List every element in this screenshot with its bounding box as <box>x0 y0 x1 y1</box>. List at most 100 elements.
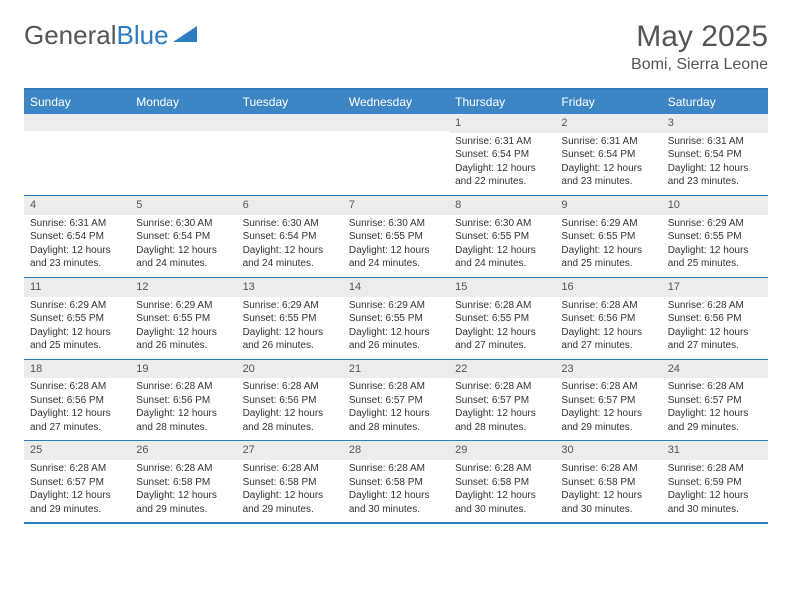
calendar-cell: 21Sunrise: 6:28 AMSunset: 6:57 PMDayligh… <box>343 359 449 441</box>
sunrise-line: Sunrise: 6:30 AM <box>455 217 549 231</box>
calendar-cell: 19Sunrise: 6:28 AMSunset: 6:56 PMDayligh… <box>130 359 236 441</box>
sunset-line: Sunset: 6:58 PM <box>243 476 337 490</box>
day-info: Sunrise: 6:30 AMSunset: 6:54 PMDaylight:… <box>130 215 236 277</box>
sunset-line: Sunset: 6:57 PM <box>349 394 443 408</box>
day-info: Sunrise: 6:31 AMSunset: 6:54 PMDaylight:… <box>24 215 130 277</box>
sunrise-line: Sunrise: 6:30 AM <box>136 217 230 231</box>
calendar-cell: 2Sunrise: 6:31 AMSunset: 6:54 PMDaylight… <box>555 114 661 195</box>
day-number: 24 <box>662 360 768 379</box>
day-info: Sunrise: 6:29 AMSunset: 6:55 PMDaylight:… <box>662 215 768 277</box>
sunrise-line: Sunrise: 6:28 AM <box>455 299 549 313</box>
calendar-cell: 6Sunrise: 6:30 AMSunset: 6:54 PMDaylight… <box>237 195 343 277</box>
weekday-header: Sunday <box>24 89 130 114</box>
daylight-line: Daylight: 12 hours and 29 minutes. <box>136 489 230 516</box>
daylight-line: Daylight: 12 hours and 22 minutes. <box>455 162 549 189</box>
sunrise-line: Sunrise: 6:29 AM <box>30 299 124 313</box>
daylight-line: Daylight: 12 hours and 30 minutes. <box>349 489 443 516</box>
daylight-line: Daylight: 12 hours and 29 minutes. <box>561 407 655 434</box>
sunset-line: Sunset: 6:54 PM <box>243 230 337 244</box>
sunrise-line: Sunrise: 6:29 AM <box>243 299 337 313</box>
sunrise-line: Sunrise: 6:31 AM <box>30 217 124 231</box>
sunset-line: Sunset: 6:58 PM <box>349 476 443 490</box>
day-info: Sunrise: 6:28 AMSunset: 6:58 PMDaylight:… <box>343 460 449 522</box>
calendar-cell: 4Sunrise: 6:31 AMSunset: 6:54 PMDaylight… <box>24 195 130 277</box>
empty-day <box>343 114 449 131</box>
day-info: Sunrise: 6:31 AMSunset: 6:54 PMDaylight:… <box>662 133 768 195</box>
calendar-cell: 23Sunrise: 6:28 AMSunset: 6:57 PMDayligh… <box>555 359 661 441</box>
calendar-cell: 22Sunrise: 6:28 AMSunset: 6:57 PMDayligh… <box>449 359 555 441</box>
day-info: Sunrise: 6:28 AMSunset: 6:57 PMDaylight:… <box>662 378 768 440</box>
day-info: Sunrise: 6:31 AMSunset: 6:54 PMDaylight:… <box>449 133 555 195</box>
sunrise-line: Sunrise: 6:31 AM <box>668 135 762 149</box>
calendar-cell <box>24 114 130 195</box>
calendar-cell: 13Sunrise: 6:29 AMSunset: 6:55 PMDayligh… <box>237 277 343 359</box>
day-info: Sunrise: 6:29 AMSunset: 6:55 PMDaylight:… <box>130 297 236 359</box>
location: Bomi, Sierra Leone <box>631 56 768 74</box>
calendar-cell: 5Sunrise: 6:30 AMSunset: 6:54 PMDaylight… <box>130 195 236 277</box>
day-number: 20 <box>237 360 343 379</box>
day-number: 29 <box>449 441 555 460</box>
sunset-line: Sunset: 6:57 PM <box>30 476 124 490</box>
daylight-line: Daylight: 12 hours and 24 minutes. <box>349 244 443 271</box>
daylight-line: Daylight: 12 hours and 26 minutes. <box>136 326 230 353</box>
sunset-line: Sunset: 6:54 PM <box>30 230 124 244</box>
day-number: 14 <box>343 278 449 297</box>
sunrise-line: Sunrise: 6:28 AM <box>136 380 230 394</box>
sunrise-line: Sunrise: 6:28 AM <box>561 380 655 394</box>
sunset-line: Sunset: 6:58 PM <box>136 476 230 490</box>
sunrise-line: Sunrise: 6:28 AM <box>243 462 337 476</box>
sunset-line: Sunset: 6:55 PM <box>136 312 230 326</box>
sunset-line: Sunset: 6:55 PM <box>243 312 337 326</box>
day-number: 6 <box>237 196 343 215</box>
day-number: 15 <box>449 278 555 297</box>
daylight-line: Daylight: 12 hours and 28 minutes. <box>243 407 337 434</box>
calendar-cell: 10Sunrise: 6:29 AMSunset: 6:55 PMDayligh… <box>662 195 768 277</box>
sunrise-line: Sunrise: 6:28 AM <box>455 462 549 476</box>
day-info: Sunrise: 6:28 AMSunset: 6:55 PMDaylight:… <box>449 297 555 359</box>
calendar-cell: 11Sunrise: 6:29 AMSunset: 6:55 PMDayligh… <box>24 277 130 359</box>
calendar-cell: 3Sunrise: 6:31 AMSunset: 6:54 PMDaylight… <box>662 114 768 195</box>
day-number: 30 <box>555 441 661 460</box>
calendar-cell: 30Sunrise: 6:28 AMSunset: 6:58 PMDayligh… <box>555 441 661 523</box>
weekday-header: Thursday <box>449 89 555 114</box>
daylight-line: Daylight: 12 hours and 25 minutes. <box>30 326 124 353</box>
calendar-cell <box>130 114 236 195</box>
calendar-row: 18Sunrise: 6:28 AMSunset: 6:56 PMDayligh… <box>24 359 768 441</box>
daylight-line: Daylight: 12 hours and 29 minutes. <box>30 489 124 516</box>
sunset-line: Sunset: 6:55 PM <box>455 312 549 326</box>
day-info: Sunrise: 6:28 AMSunset: 6:56 PMDaylight:… <box>130 378 236 440</box>
sunrise-line: Sunrise: 6:28 AM <box>349 462 443 476</box>
daylight-line: Daylight: 12 hours and 29 minutes. <box>243 489 337 516</box>
sunrise-line: Sunrise: 6:31 AM <box>455 135 549 149</box>
sunset-line: Sunset: 6:56 PM <box>243 394 337 408</box>
daylight-line: Daylight: 12 hours and 27 minutes. <box>455 326 549 353</box>
weekday-header-row: Sunday Monday Tuesday Wednesday Thursday… <box>24 89 768 114</box>
sunset-line: Sunset: 6:55 PM <box>30 312 124 326</box>
daylight-line: Daylight: 12 hours and 24 minutes. <box>455 244 549 271</box>
calendar-row: 25Sunrise: 6:28 AMSunset: 6:57 PMDayligh… <box>24 441 768 523</box>
sunrise-line: Sunrise: 6:28 AM <box>30 380 124 394</box>
daylight-line: Daylight: 12 hours and 30 minutes. <box>668 489 762 516</box>
calendar-cell: 14Sunrise: 6:29 AMSunset: 6:55 PMDayligh… <box>343 277 449 359</box>
weekday-header: Saturday <box>662 89 768 114</box>
daylight-line: Daylight: 12 hours and 29 minutes. <box>668 407 762 434</box>
calendar-table: Sunday Monday Tuesday Wednesday Thursday… <box>24 88 768 524</box>
calendar-cell: 31Sunrise: 6:28 AMSunset: 6:59 PMDayligh… <box>662 441 768 523</box>
sunrise-line: Sunrise: 6:29 AM <box>136 299 230 313</box>
daylight-line: Daylight: 12 hours and 23 minutes. <box>561 162 655 189</box>
sunrise-line: Sunrise: 6:31 AM <box>561 135 655 149</box>
day-number: 5 <box>130 196 236 215</box>
daylight-line: Daylight: 12 hours and 30 minutes. <box>455 489 549 516</box>
day-number: 17 <box>662 278 768 297</box>
day-info: Sunrise: 6:28 AMSunset: 6:57 PMDaylight:… <box>24 460 130 522</box>
sunset-line: Sunset: 6:55 PM <box>455 230 549 244</box>
sunrise-line: Sunrise: 6:28 AM <box>668 299 762 313</box>
sunrise-line: Sunrise: 6:29 AM <box>349 299 443 313</box>
day-info: Sunrise: 6:28 AMSunset: 6:57 PMDaylight:… <box>555 378 661 440</box>
empty-day <box>24 114 130 131</box>
sunset-line: Sunset: 6:57 PM <box>455 394 549 408</box>
day-info: Sunrise: 6:28 AMSunset: 6:58 PMDaylight:… <box>449 460 555 522</box>
daylight-line: Daylight: 12 hours and 27 minutes. <box>668 326 762 353</box>
sunset-line: Sunset: 6:55 PM <box>668 230 762 244</box>
sunset-line: Sunset: 6:54 PM <box>455 148 549 162</box>
